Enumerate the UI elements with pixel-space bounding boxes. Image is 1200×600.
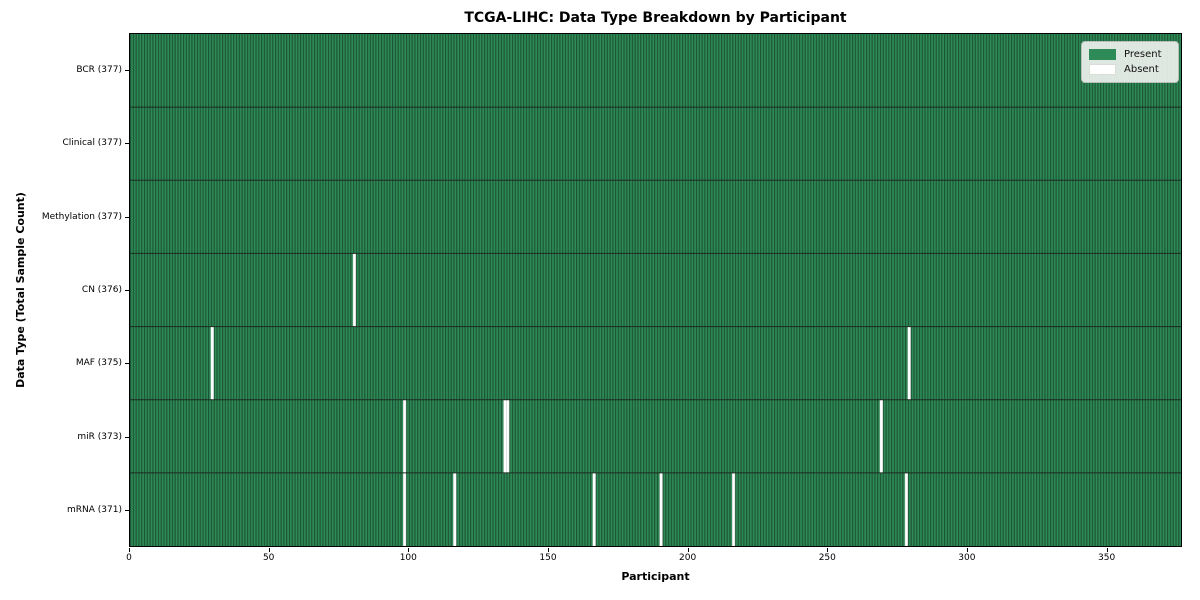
heatmap-background [130, 34, 1181, 546]
chart-title: TCGA-LIHC: Data Type Breakdown by Partic… [464, 10, 847, 26]
absent-bar-mRNA-98 [403, 472, 407, 546]
absent-bar-MAF-279 [907, 326, 911, 400]
x-tick-mark [687, 548, 689, 552]
y-tick-label-mRNA: mRNA (371) [67, 505, 122, 516]
absent-bar-mRNA-216 [731, 472, 736, 546]
x-tick-mark [268, 548, 270, 552]
x-tick-mark [129, 548, 130, 552]
y-tick-mark [125, 290, 129, 291]
present-swatch-icon [1089, 49, 1116, 60]
x-tick-mark [408, 548, 410, 552]
heatmap-svg [130, 34, 1181, 546]
legend-item-present: Present [1089, 47, 1170, 62]
y-tick-label-MAF: MAF (375) [75, 358, 122, 369]
x-tick-label: 0 [126, 553, 132, 563]
y-tick-mark [125, 510, 129, 512]
x-tick-label: 50 [262, 553, 275, 563]
x-tick-label: 200 [679, 553, 697, 563]
absent-bar-miR-98 [403, 399, 407, 474]
plot-area [129, 33, 1182, 547]
absent-swatch-icon [1089, 64, 1116, 75]
x-tick-label: 300 [958, 553, 976, 563]
absent-bar-miR-135 [506, 399, 510, 474]
x-tick-mark [1106, 548, 1108, 552]
x-tick-label: 150 [539, 553, 557, 563]
y-tick-mark [125, 363, 129, 365]
x-axis-label: Participant [621, 570, 690, 583]
y-tick-mark [125, 436, 129, 438]
y-tick-mark [125, 143, 129, 145]
absent-bar-miR-269 [879, 399, 883, 474]
y-axis-label-text: Data Type (Total Sample Count) [14, 192, 27, 388]
y-tick-label-Methylation: Methylation (377) [41, 211, 122, 222]
absent-bar-mRNA-166 [592, 472, 596, 546]
x-tick-label: 100 [399, 553, 417, 563]
x-tick-mark [548, 548, 549, 552]
legend-item-absent: Absent [1089, 62, 1170, 77]
y-tick-label-Clinical: Clinical (377) [62, 138, 122, 149]
absent-bar-mRNA-278 [904, 472, 908, 546]
legend-label-present: Present [1124, 49, 1162, 60]
y-tick-label-miR: miR (373) [77, 431, 122, 442]
absent-bar-mRNA-190 [659, 472, 663, 546]
y-tick-mark [125, 69, 129, 71]
x-tick-label: 250 [818, 553, 836, 563]
y-tick-label-CN: CN (376) [81, 285, 122, 295]
y-tick-label-BCR: BCR (377) [76, 64, 122, 75]
absent-bar-MAF-29 [210, 326, 214, 400]
absent-bar-miR-134 [503, 399, 507, 474]
y-tick-mark [125, 216, 129, 218]
x-tick-mark [966, 548, 968, 552]
x-tick-label: 350 [1098, 553, 1116, 563]
absent-bar-CN-80 [352, 253, 357, 327]
absent-bar-mRNA-116 [453, 472, 457, 546]
legend-label-absent: Absent [1124, 64, 1159, 75]
legend: Present Absent [1081, 41, 1179, 83]
x-tick-mark [827, 548, 829, 552]
